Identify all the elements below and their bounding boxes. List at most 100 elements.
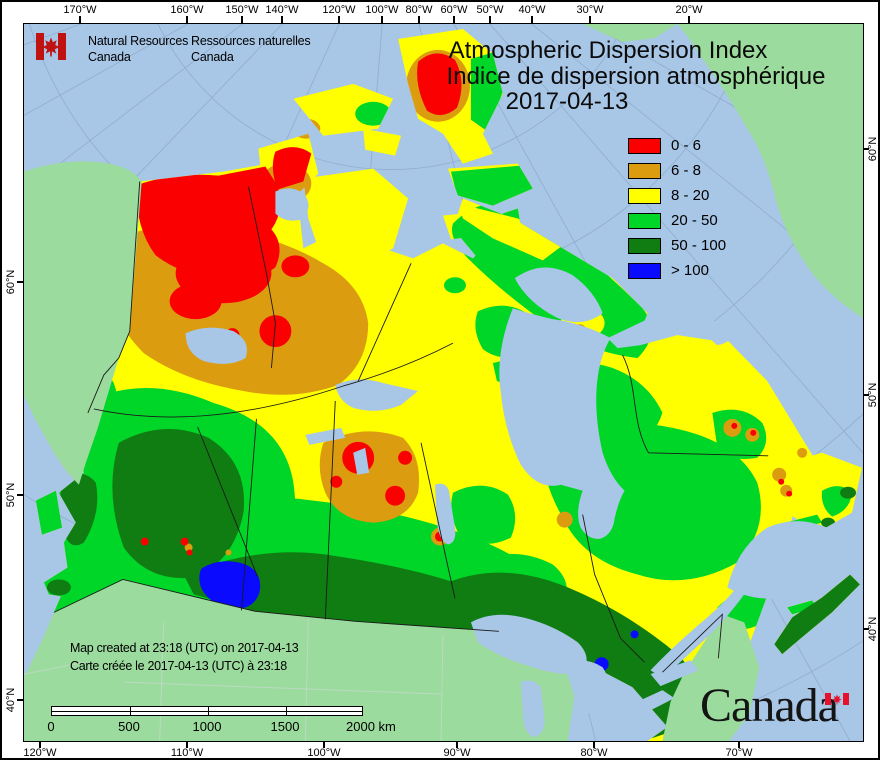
top-axis-label: 80°W: [405, 4, 433, 16]
top-axis-label: 30°W: [576, 4, 604, 16]
us-state-borders: [24, 619, 444, 741]
left-axis-label: 50°N: [5, 482, 17, 508]
maple-leaf-icon: [42, 37, 60, 57]
lake-erie: [614, 690, 675, 723]
axis-tick: [338, 16, 340, 23]
hudson-bay: [499, 308, 625, 539]
bottom-axis-label: 110°W: [170, 747, 204, 759]
top-axis-label: 50°W: [476, 4, 504, 16]
lake-athabasca: [305, 427, 346, 445]
scale-label: 0: [47, 719, 55, 734]
legend-label: 20 - 50: [671, 212, 718, 229]
top-axis-label: 160°W: [170, 4, 204, 16]
map-title-fr: Indice de dispersion atmosphérique: [446, 63, 826, 90]
map-canvas: Natural Resources Canada Ressources natur…: [23, 23, 864, 742]
creation-note-fr: Carte créée le 2017-04-13 (UTC) à 23:18: [70, 658, 287, 673]
axis-tick: [738, 742, 740, 748]
legend-label: 0 - 6: [671, 137, 702, 154]
scale-label: 1000: [192, 719, 222, 734]
map-title-date: 2017-04-13: [505, 88, 629, 115]
borders: [53, 181, 769, 673]
canada-wordmark: Canada: [700, 679, 839, 732]
axis-tick: [589, 16, 591, 23]
axis-tick: [418, 16, 420, 23]
usa-west: [24, 579, 575, 741]
axis-tick: [323, 742, 325, 748]
maple-leaf-icon: [832, 694, 842, 705]
top-axis-label: 170°W: [63, 4, 97, 16]
map-svg: [24, 24, 863, 741]
axis-tick: [186, 16, 188, 23]
bottom-axis-label: 90°W: [443, 747, 471, 759]
greenland: [582, 24, 863, 319]
canada-flag-logo: [36, 33, 66, 60]
axis-tick: [186, 742, 188, 748]
axis-tick: [241, 16, 243, 23]
axis-tick: [17, 281, 23, 283]
axis-tick: [688, 16, 690, 23]
lake-huron: [567, 660, 610, 714]
axis-tick: [17, 699, 23, 701]
legend-swatch: [628, 238, 661, 254]
axis-tick: [863, 394, 869, 396]
legend-swatch: [628, 213, 661, 229]
gulf-st-lawrence: [727, 521, 835, 599]
alaska: [24, 161, 142, 485]
amundsen-gulf: [275, 188, 309, 221]
reindeer-lake: [353, 447, 370, 475]
scale-label: 1500: [270, 719, 300, 734]
axis-tick: [281, 16, 283, 23]
top-axis-label: 20°W: [675, 4, 703, 16]
scale-label-end: 2000 km: [346, 719, 396, 734]
legend-swatch: [628, 138, 661, 154]
st-lawrence-river: [650, 590, 745, 679]
axis-tick: [489, 16, 491, 23]
great-slave-lake: [335, 379, 419, 411]
logo-text-fr: Ressources naturelles Canada: [191, 34, 311, 64]
axis-tick: [593, 742, 595, 748]
ungava-bay: [707, 324, 735, 346]
legend-label: 50 - 100: [671, 237, 727, 254]
left-axis-label: 40°N: [5, 687, 17, 713]
legend-swatch: [628, 188, 661, 204]
axis-tick: [39, 742, 41, 748]
hudson-strait: [607, 313, 728, 349]
top-axis-label: 60°W: [440, 4, 468, 16]
axis-tick: [456, 742, 458, 748]
axis-tick: [381, 16, 383, 23]
creation-note: Map created at 23:18 (UTC) on 2017-04-13…: [70, 640, 299, 675]
top-axis-label: 150°W: [225, 4, 259, 16]
axis-tick: [863, 148, 869, 150]
foreign-land: [24, 24, 863, 741]
scale-bar: [51, 706, 363, 716]
map-title-en: Atmospheric Dispersion Index: [448, 37, 768, 64]
creation-note-en: Map created at 23:18 (UTC) on 2017-04-13: [70, 641, 299, 655]
lake-superior: [470, 614, 587, 674]
left-axis-label: 60°N: [5, 269, 17, 295]
top-axis-label: 40°W: [518, 4, 546, 16]
legend-label: 6 - 8: [671, 162, 702, 179]
lake-michigan: [520, 680, 545, 738]
bottom-axis-label: 120°W: [23, 747, 57, 759]
legend-swatch: [628, 263, 661, 279]
wordmark-flag-icon: [825, 693, 849, 705]
top-axis-label: 100°W: [365, 4, 399, 16]
top-axis-label: 120°W: [322, 4, 356, 16]
usa-east: [662, 614, 760, 741]
bottom-axis-label: 100°W: [307, 747, 341, 759]
axis-tick: [863, 628, 869, 630]
legend-label: > 100: [671, 262, 709, 279]
lake-ontario: [650, 660, 699, 687]
axis-tick: [79, 16, 81, 23]
legend-label: 8 - 20: [671, 187, 710, 204]
logo-text-en: Natural Resources Canada: [88, 34, 189, 64]
axis-tick: [17, 494, 23, 496]
legend-swatch: [628, 163, 661, 179]
scale-label: 500: [118, 719, 140, 734]
bottom-axis-label: 70°W: [725, 747, 753, 759]
great-bear-lake: [185, 327, 247, 364]
water-bodies: [185, 188, 835, 738]
bottom-axis-label: 80°W: [580, 747, 608, 759]
top-axis-label: 140°W: [265, 4, 299, 16]
